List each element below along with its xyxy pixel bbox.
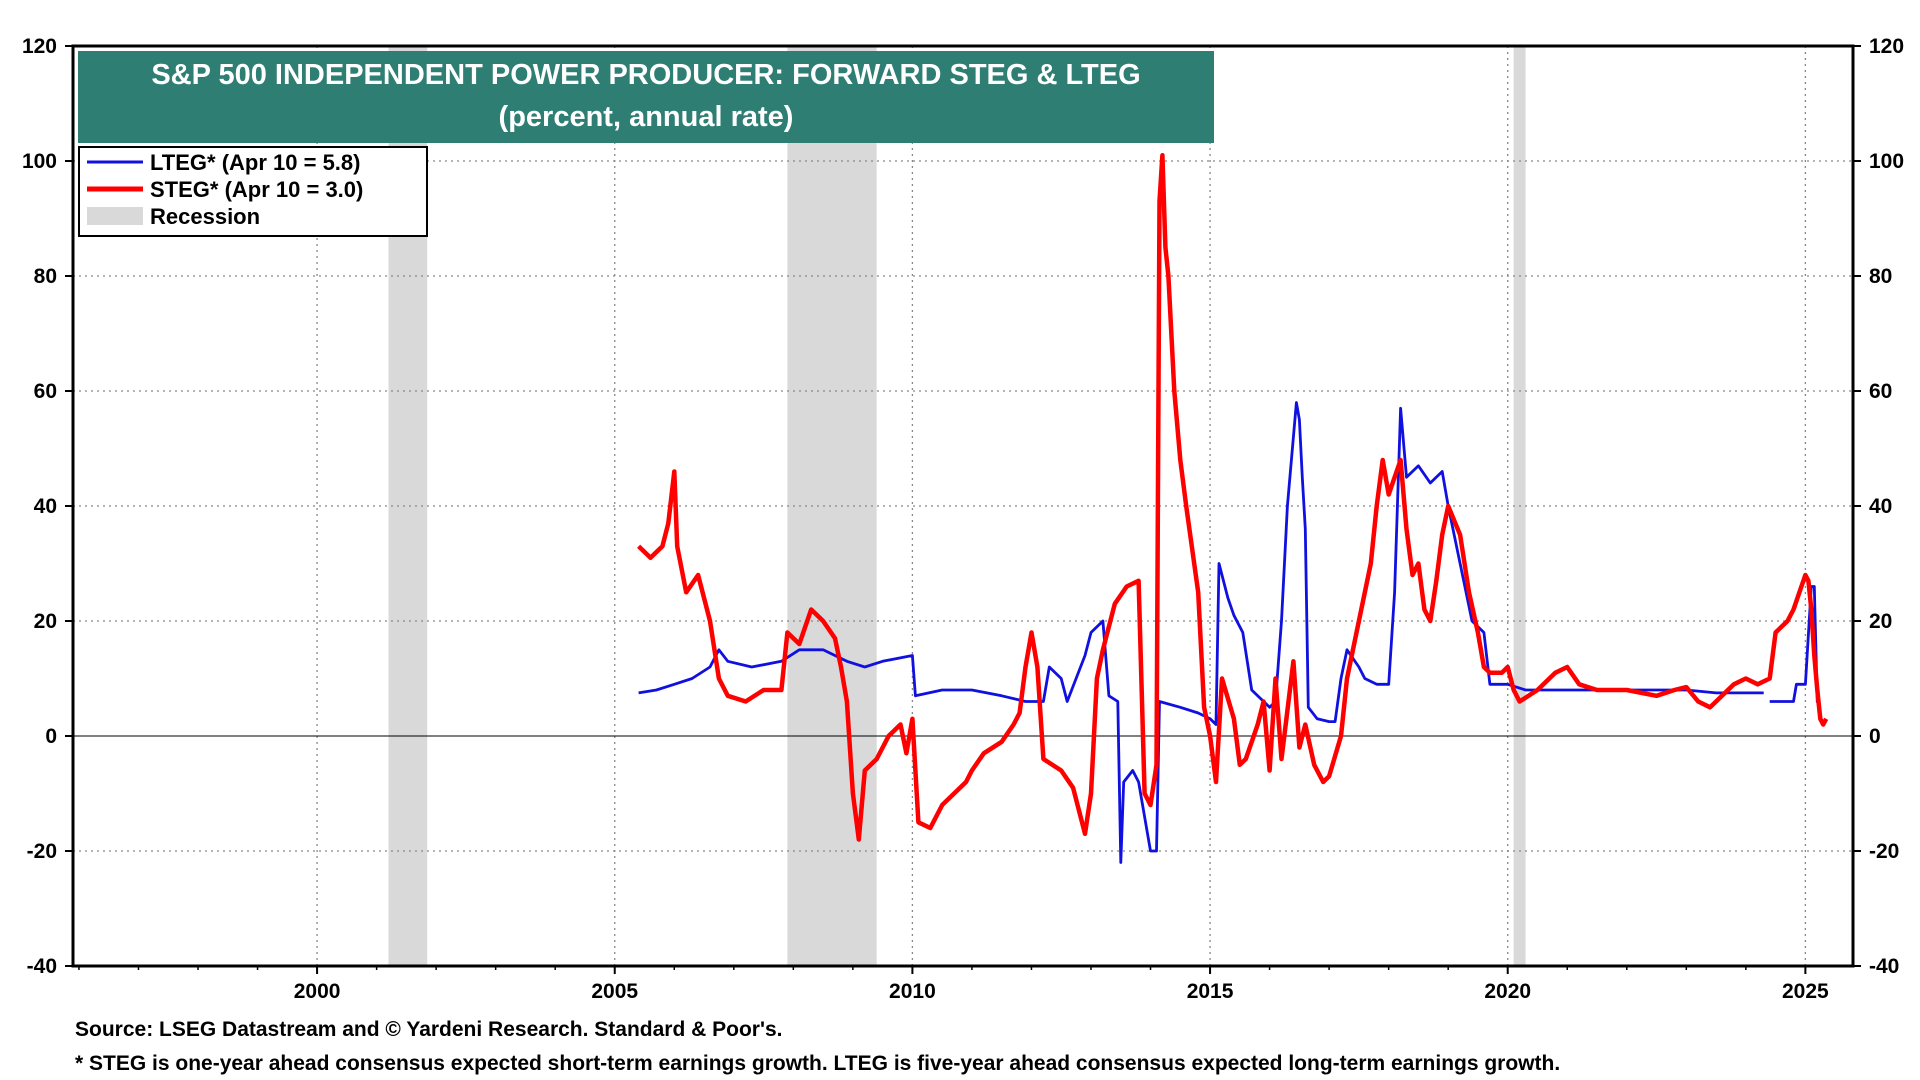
xtick-label-1: 2005 <box>591 980 638 1003</box>
title-banner <box>78 51 1214 143</box>
ytick-left-label-0: -40 <box>27 955 57 978</box>
legend-recession-label: Recession <box>150 204 260 229</box>
ytick-left-label-6: 80 <box>34 265 57 288</box>
ytick-left-label-2: 0 <box>45 725 57 748</box>
series-layer <box>637 153 1829 864</box>
legend-lteg-label: LTEG* (Apr 10 = 5.8) <box>150 150 360 175</box>
ytick-left-label-8: 120 <box>22 35 57 58</box>
legend: LTEG* (Apr 10 = 5.8) STEG* (Apr 10 = 3.0… <box>78 146 428 237</box>
definition-note: * STEG is one-year ahead consensus expec… <box>75 1052 1561 1075</box>
chart-title: S&P 500 INDEPENDENT POWER PRODUCER: FORW… <box>151 59 1140 91</box>
xtick-label-0: 2000 <box>294 980 341 1003</box>
legend-recession-swatch <box>87 207 143 225</box>
grid-layer <box>73 46 1853 966</box>
ytick-right-label-6: 80 <box>1869 265 1892 288</box>
legend-steg-label: STEG* (Apr 10 = 3.0) <box>150 177 363 202</box>
xtick-label-3: 2015 <box>1187 980 1234 1003</box>
chart-subtitle: (percent, annual rate) <box>499 101 794 133</box>
series-steg-line <box>637 153 1829 842</box>
source-note: Source: LSEG Datastream and © Yardeni Re… <box>75 1018 783 1041</box>
ytick-left-label-4: 40 <box>34 495 57 518</box>
ytick-right-label-2: 0 <box>1869 725 1881 748</box>
ytick-left-label-3: 20 <box>34 610 57 633</box>
ytick-left-label-5: 60 <box>34 380 57 403</box>
ytick-right-label-3: 20 <box>1869 610 1892 633</box>
ytick-right-label-1: -20 <box>1869 840 1899 863</box>
ytick-right-label-0: -40 <box>1869 955 1899 978</box>
xtick-label-5: 2025 <box>1782 980 1829 1003</box>
xtick-label-4: 2020 <box>1484 980 1531 1003</box>
ytick-right-label-4: 40 <box>1869 495 1892 518</box>
ytick-right-label-5: 60 <box>1869 380 1892 403</box>
ytick-left-label-1: -20 <box>27 840 57 863</box>
ytick-right-label-8: 120 <box>1869 35 1904 58</box>
ytick-right-label-7: 100 <box>1869 150 1904 173</box>
xtick-label-2: 2010 <box>889 980 936 1003</box>
ytick-left-label-7: 100 <box>22 150 57 173</box>
